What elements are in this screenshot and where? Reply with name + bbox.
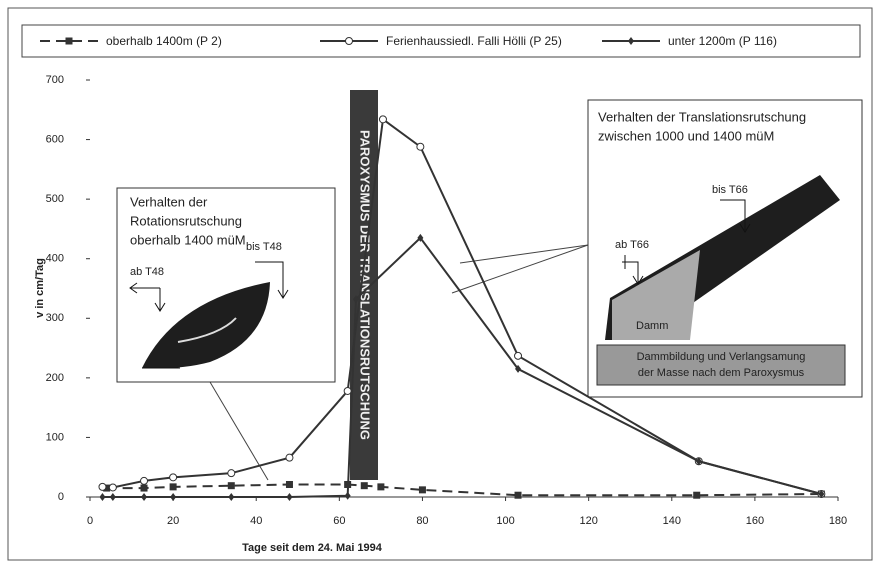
point bbox=[228, 470, 235, 477]
point bbox=[170, 483, 177, 490]
y-tick-label: 400 bbox=[46, 253, 64, 265]
x-tick-label: 80 bbox=[416, 515, 428, 527]
point bbox=[344, 387, 351, 394]
legend-label: Ferienhaussiedl. Falli Hölli (P 25) bbox=[386, 34, 562, 48]
point bbox=[377, 483, 384, 490]
annotation: ab T66 bbox=[615, 239, 649, 251]
annotation: zwischen 1000 und 1400 müM bbox=[598, 128, 774, 143]
annotation: Damm bbox=[636, 320, 668, 332]
point bbox=[170, 493, 176, 501]
point bbox=[417, 143, 424, 150]
point bbox=[693, 492, 700, 499]
point bbox=[99, 483, 106, 490]
point bbox=[515, 352, 522, 359]
annotation: Rotationsrutschung bbox=[130, 213, 242, 228]
annotation: Verhalten der Translationsrutschung bbox=[598, 109, 806, 124]
x-axis-label: Tage seit dem 24. Mai 1994 bbox=[242, 542, 383, 554]
point bbox=[345, 492, 351, 500]
annotation: oberhalb 1400 müM bbox=[130, 232, 246, 247]
x-tick-label: 120 bbox=[579, 515, 597, 527]
point bbox=[228, 482, 235, 489]
y-tick-label: 600 bbox=[46, 133, 64, 145]
x-tick-label: 0 bbox=[87, 515, 93, 527]
annotation: Dammbildung und Verlangsamung bbox=[637, 351, 806, 363]
point bbox=[515, 492, 522, 499]
legend-label: oberhalb 1400m (P 2) bbox=[106, 34, 222, 48]
x-tick-label: 180 bbox=[829, 515, 847, 527]
point bbox=[141, 485, 148, 492]
point bbox=[419, 486, 426, 493]
y-axis-label: v in cm/Tag bbox=[34, 258, 46, 318]
y-tick-label: 200 bbox=[46, 372, 64, 384]
point bbox=[379, 116, 386, 123]
legend-marker bbox=[628, 37, 634, 45]
x-tick-label: 20 bbox=[167, 515, 179, 527]
annotation: bis T66 bbox=[712, 184, 748, 196]
x-tick-label: 140 bbox=[663, 515, 681, 527]
annotation: ab T48 bbox=[130, 266, 164, 278]
y-tick-label: 0 bbox=[58, 491, 64, 503]
point bbox=[109, 484, 116, 491]
point bbox=[286, 481, 293, 488]
point bbox=[141, 493, 147, 501]
x-tick-label: 60 bbox=[333, 515, 345, 527]
y-tick-label: 100 bbox=[46, 431, 64, 443]
point bbox=[141, 477, 148, 484]
x-tick-label: 40 bbox=[250, 515, 262, 527]
chart: PAROXYSMUS DER TRANSLATIONSRUTSCHUNG Tag… bbox=[0, 0, 882, 566]
point bbox=[228, 493, 234, 501]
y-tick-label: 700 bbox=[46, 74, 64, 86]
point bbox=[361, 482, 368, 489]
annotation: Verhalten der bbox=[130, 194, 208, 209]
annotation: bis T48 bbox=[246, 241, 282, 253]
point bbox=[99, 493, 105, 501]
y-tick-label: 300 bbox=[46, 312, 64, 324]
y-tick-label: 500 bbox=[46, 193, 64, 205]
annotation: der Masse nach dem Paroxysmus bbox=[638, 367, 805, 379]
legend-label: unter 1200m (P 116) bbox=[668, 34, 777, 48]
legend-marker bbox=[346, 38, 353, 45]
point bbox=[286, 454, 293, 461]
point bbox=[286, 493, 292, 501]
x-tick-label: 100 bbox=[496, 515, 514, 527]
series-line bbox=[107, 484, 822, 495]
point bbox=[170, 474, 177, 481]
x-tick-label: 160 bbox=[746, 515, 764, 527]
point bbox=[110, 493, 116, 501]
legend-marker bbox=[66, 38, 73, 45]
